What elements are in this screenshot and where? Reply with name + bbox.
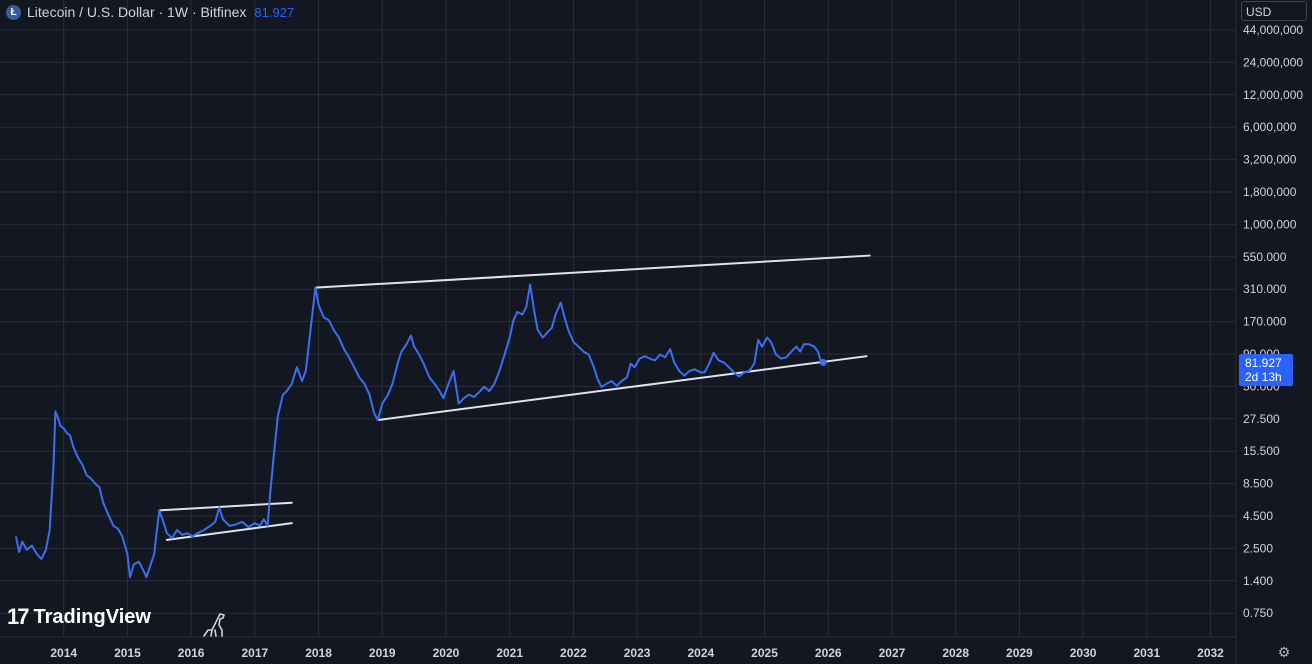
x-tick-label: 2028 — [942, 646, 969, 660]
x-tick-label: 2020 — [433, 646, 460, 660]
x-tick-label: 2024 — [687, 646, 714, 660]
y-tick-label: 4.500 — [1243, 509, 1273, 523]
trendline — [158, 501, 293, 512]
y-tick-label: 310.000 — [1243, 282, 1287, 296]
current-price-value: 81.927 — [1245, 356, 1282, 370]
y-tick-label: 3,200,000 — [1243, 153, 1297, 167]
y-tick-label: 27.500 — [1243, 412, 1280, 426]
x-tick-label: 2029 — [1006, 646, 1033, 660]
x-tick-label: 2026 — [815, 646, 842, 660]
x-tick-label: 2022 — [560, 646, 587, 660]
current-price-tag: 81.927 2d 13h — [1239, 354, 1293, 386]
x-tick-label: 2023 — [624, 646, 651, 660]
price-axis: 44,000,000 24,000,000 12,000,000 6,000,000 3… — [1243, 23, 1303, 620]
x-tick-label: 2027 — [879, 646, 906, 660]
settings-gear-icon[interactable]: ⚙ — [1277, 644, 1291, 660]
y-tick-label: 170.000 — [1243, 315, 1287, 329]
axes — [0, 0, 1237, 664]
trendline — [165, 522, 293, 541]
x-tick-label: 2031 — [1133, 646, 1160, 660]
y-tick-label: 2.500 — [1243, 541, 1273, 555]
trendlines[interactable] — [158, 254, 871, 541]
last-price-dot — [819, 358, 827, 366]
y-tick-label: 15.500 — [1243, 444, 1280, 458]
time-axis: 2014 2015 2016 2017 2018 2019 2020 2021 2022 2023… — [50, 646, 1224, 660]
tradingview-mark-icon: 17 — [7, 604, 30, 629]
y-tick-label: 0.750 — [1243, 606, 1273, 620]
litecoin-icon: Ł — [6, 4, 21, 20]
y-tick-label: 1.400 — [1243, 574, 1273, 588]
tradingview-logo[interactable]: 17 TradingView — [7, 604, 151, 630]
price-series[interactable] — [14, 283, 827, 579]
y-tick-label: 550.000 — [1243, 250, 1287, 264]
x-tick-label: 2025 — [751, 646, 778, 660]
y-tick-label: 6,000,000 — [1243, 120, 1297, 134]
x-tick-label: 2014 — [50, 646, 77, 660]
tradingview-wordmark: TradingView — [33, 605, 151, 628]
x-tick-label: 2021 — [496, 646, 523, 660]
y-tick-label: 1,000,000 — [1243, 217, 1297, 231]
y-tick-label: 12,000,000 — [1243, 88, 1303, 102]
x-tick-label: 2019 — [369, 646, 396, 660]
x-tick-label: 2032 — [1197, 646, 1224, 660]
trendline — [314, 254, 871, 289]
x-tick-label: 2016 — [178, 646, 205, 660]
x-tick-label: 2018 — [305, 646, 332, 660]
x-tick-label: 2017 — [241, 646, 268, 660]
grid-lines — [0, 0, 1236, 637]
y-tick-label: 44,000,000 — [1243, 23, 1303, 37]
y-tick-label: 8.500 — [1243, 477, 1273, 491]
dino-icon[interactable] — [200, 612, 228, 638]
y-tick-label: 1,800,000 — [1243, 185, 1297, 199]
trendline — [376, 355, 868, 422]
last-price-label: 81.927 — [254, 4, 295, 20]
currency-selector[interactable]: USD — [1241, 1, 1307, 21]
price-line — [14, 283, 824, 579]
bar-countdown: 2d 13h — [1245, 370, 1282, 384]
symbol-title: Litecoin / U.S. Dollar · 1W · Bitfinex — [27, 4, 247, 20]
y-tick-label: 24,000,000 — [1243, 55, 1303, 69]
symbol-legend[interactable]: Ł Litecoin / U.S. Dollar · 1W · Bitfinex… — [6, 2, 294, 22]
x-tick-label: 2030 — [1070, 646, 1097, 660]
x-tick-label: 2015 — [114, 646, 141, 660]
